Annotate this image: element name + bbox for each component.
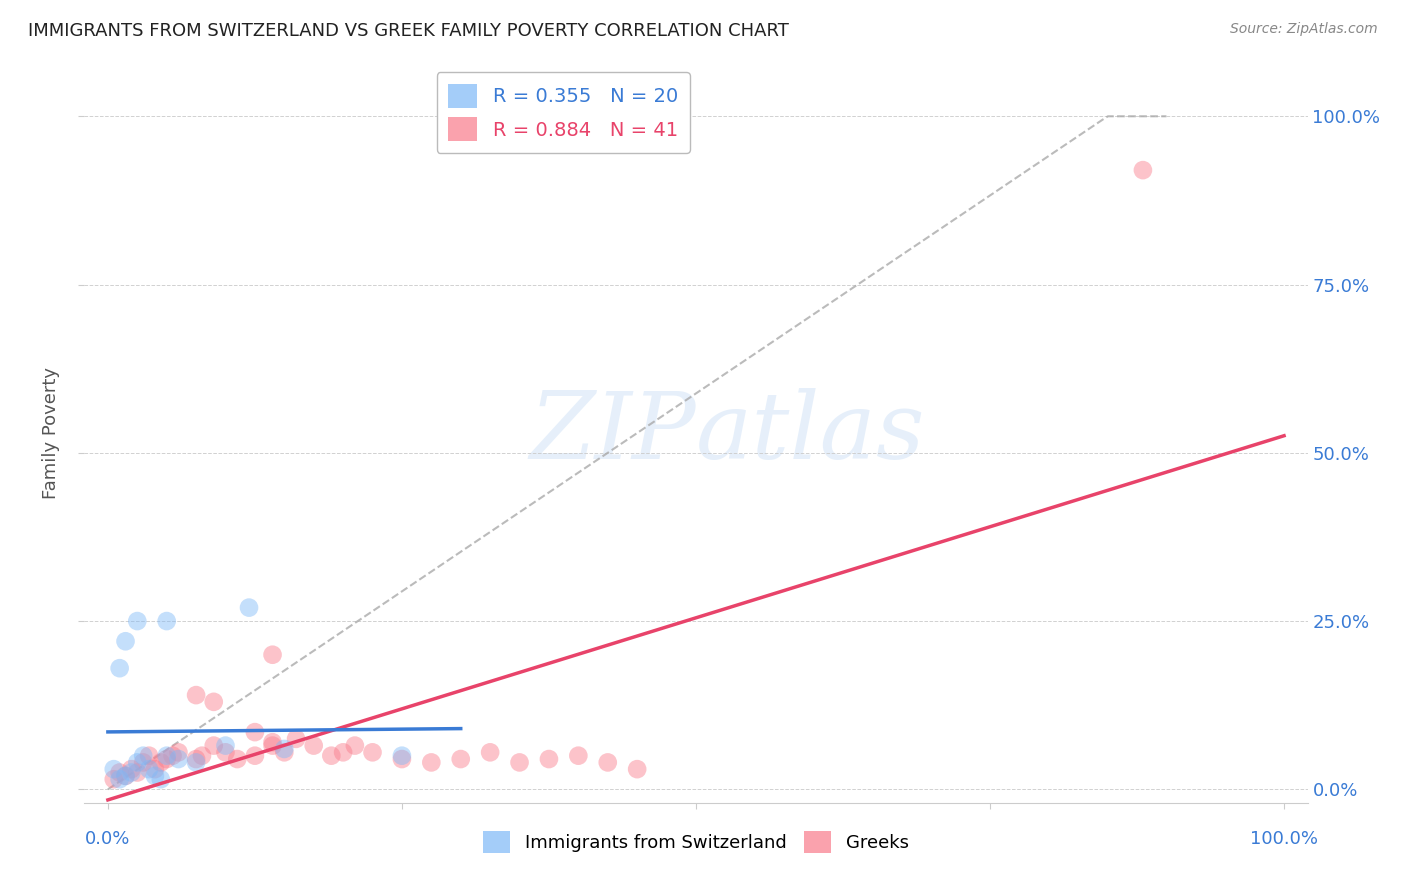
Point bbox=[132, 748, 155, 763]
Point bbox=[262, 648, 284, 662]
Point bbox=[103, 762, 125, 776]
Point bbox=[273, 742, 295, 756]
Point bbox=[184, 756, 207, 770]
Point bbox=[243, 725, 266, 739]
Point bbox=[567, 748, 589, 763]
Point bbox=[420, 756, 443, 770]
Point bbox=[361, 745, 384, 759]
Point bbox=[127, 614, 149, 628]
Point bbox=[184, 688, 207, 702]
Point bbox=[391, 752, 413, 766]
Legend: Immigrants from Switzerland, Greeks: Immigrants from Switzerland, Greeks bbox=[475, 824, 917, 861]
Point bbox=[103, 772, 125, 787]
Text: Source: ZipAtlas.com: Source: ZipAtlas.com bbox=[1230, 22, 1378, 37]
Text: 0.0%: 0.0% bbox=[86, 830, 131, 847]
Point bbox=[191, 748, 214, 763]
Point bbox=[596, 756, 619, 770]
Point bbox=[138, 748, 160, 763]
Point bbox=[262, 739, 284, 753]
Point bbox=[149, 756, 172, 770]
Point bbox=[120, 765, 142, 780]
Point bbox=[184, 752, 207, 766]
Point bbox=[114, 769, 136, 783]
Point bbox=[108, 765, 131, 780]
Point bbox=[273, 745, 295, 759]
Point bbox=[285, 731, 308, 746]
Point bbox=[156, 752, 179, 766]
Point bbox=[479, 745, 502, 759]
Point bbox=[156, 614, 179, 628]
Point bbox=[138, 762, 160, 776]
Text: 100.0%: 100.0% bbox=[1250, 830, 1317, 847]
Point bbox=[537, 752, 560, 766]
Point bbox=[238, 600, 260, 615]
Point bbox=[214, 745, 236, 759]
Point bbox=[214, 739, 236, 753]
Text: atlas: atlas bbox=[696, 388, 925, 477]
Point bbox=[202, 739, 225, 753]
Point bbox=[108, 661, 131, 675]
Point bbox=[262, 735, 284, 749]
Point bbox=[120, 762, 142, 776]
Point bbox=[127, 765, 149, 780]
Point bbox=[391, 748, 413, 763]
Point bbox=[114, 634, 136, 648]
Point bbox=[509, 756, 531, 770]
Point bbox=[156, 748, 179, 763]
Point bbox=[127, 756, 149, 770]
Y-axis label: Family Poverty: Family Poverty bbox=[42, 367, 60, 499]
Point bbox=[143, 769, 166, 783]
Point bbox=[143, 762, 166, 776]
Point bbox=[202, 695, 225, 709]
Point bbox=[321, 748, 343, 763]
Text: ZIP: ZIP bbox=[529, 388, 696, 477]
Point bbox=[450, 752, 472, 766]
Point bbox=[114, 769, 136, 783]
Point bbox=[167, 752, 190, 766]
Point bbox=[162, 748, 184, 763]
Point bbox=[149, 772, 172, 787]
Point bbox=[332, 745, 354, 759]
Point bbox=[108, 772, 131, 787]
Text: IMMIGRANTS FROM SWITZERLAND VS GREEK FAMILY POVERTY CORRELATION CHART: IMMIGRANTS FROM SWITZERLAND VS GREEK FAM… bbox=[28, 22, 789, 40]
Point bbox=[343, 739, 366, 753]
Point bbox=[243, 748, 266, 763]
Point bbox=[132, 756, 155, 770]
Point bbox=[626, 762, 648, 776]
Point bbox=[226, 752, 249, 766]
Point bbox=[167, 745, 190, 759]
Point bbox=[1132, 163, 1154, 178]
Point bbox=[302, 739, 325, 753]
